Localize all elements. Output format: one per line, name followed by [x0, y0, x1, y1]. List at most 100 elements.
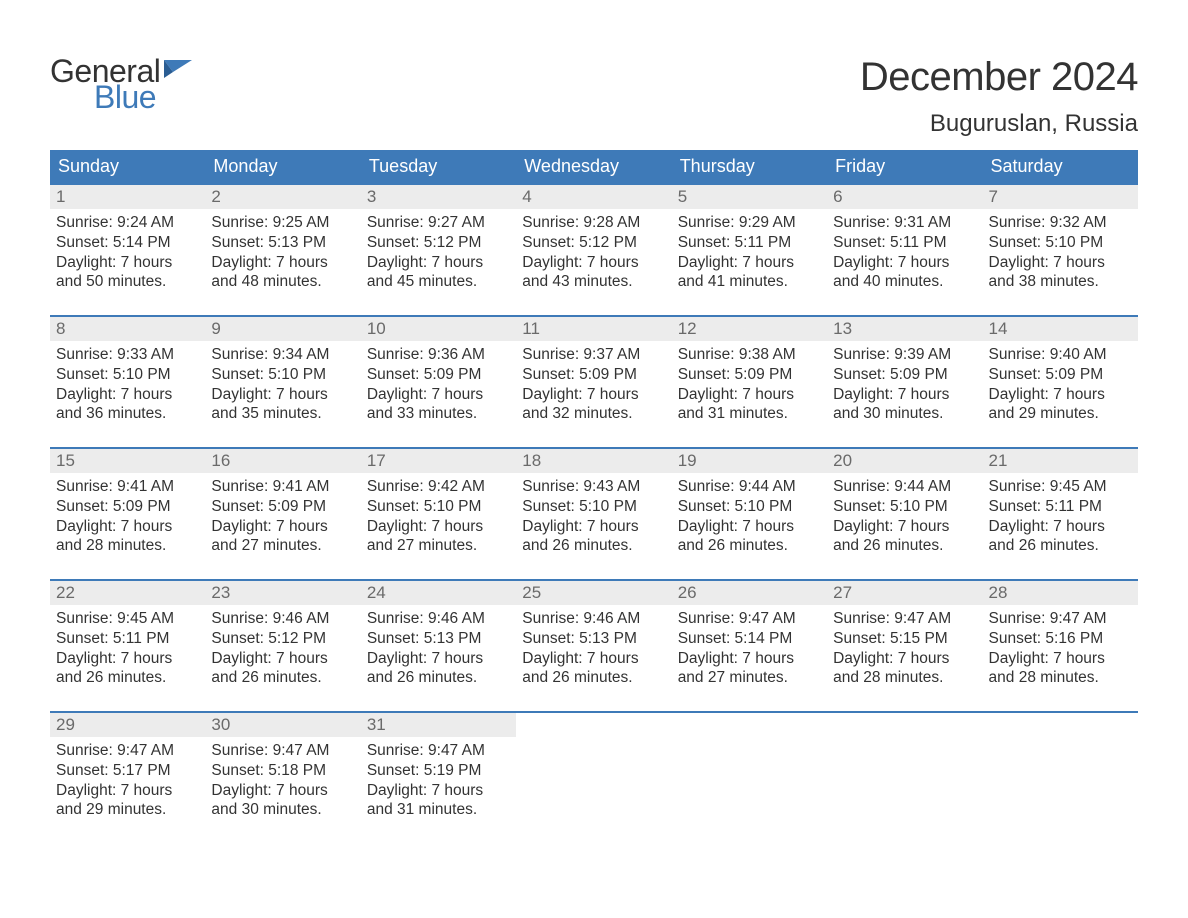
- day-cell: 21Sunrise: 9:45 AMSunset: 5:11 PMDayligh…: [983, 448, 1138, 580]
- daylight-line: Daylight: 7 hours and 28 minutes.: [56, 517, 199, 557]
- sunrise-line: Sunrise: 9:34 AM: [211, 345, 354, 365]
- day-number: 7: [983, 185, 1138, 209]
- day-cell: 20Sunrise: 9:44 AMSunset: 5:10 PMDayligh…: [827, 448, 982, 580]
- col-monday: Monday: [205, 150, 360, 184]
- sunset-line: Sunset: 5:09 PM: [833, 365, 976, 385]
- sunset-line: Sunset: 5:13 PM: [211, 233, 354, 253]
- daylight-line: Daylight: 7 hours and 26 minutes.: [833, 517, 976, 557]
- sunrise-line: Sunrise: 9:47 AM: [56, 741, 199, 761]
- calendar-table: Sunday Monday Tuesday Wednesday Thursday…: [50, 150, 1138, 844]
- daylight-line: Daylight: 7 hours and 29 minutes.: [989, 385, 1132, 425]
- day-number: 4: [516, 185, 671, 209]
- col-thursday: Thursday: [672, 150, 827, 184]
- sunrise-line: Sunrise: 9:44 AM: [833, 477, 976, 497]
- day-body: Sunrise: 9:44 AMSunset: 5:10 PMDaylight:…: [827, 473, 982, 564]
- day-number: 3: [361, 185, 516, 209]
- day-cell: 7Sunrise: 9:32 AMSunset: 5:10 PMDaylight…: [983, 184, 1138, 316]
- day-number: 14: [983, 317, 1138, 341]
- daylight-line: Daylight: 7 hours and 40 minutes.: [833, 253, 976, 293]
- col-sunday: Sunday: [50, 150, 205, 184]
- sunrise-line: Sunrise: 9:41 AM: [211, 477, 354, 497]
- sunrise-line: Sunrise: 9:38 AM: [678, 345, 821, 365]
- week-row: 15Sunrise: 9:41 AMSunset: 5:09 PMDayligh…: [50, 448, 1138, 580]
- day-cell: 13Sunrise: 9:39 AMSunset: 5:09 PMDayligh…: [827, 316, 982, 448]
- title-block: December 2024 Buguruslan, Russia: [860, 55, 1138, 138]
- sunset-line: Sunset: 5:10 PM: [211, 365, 354, 385]
- daylight-line: Daylight: 7 hours and 30 minutes.: [211, 781, 354, 821]
- col-friday: Friday: [827, 150, 982, 184]
- sunrise-line: Sunrise: 9:40 AM: [989, 345, 1132, 365]
- sunset-line: Sunset: 5:12 PM: [522, 233, 665, 253]
- day-body: Sunrise: 9:36 AMSunset: 5:09 PMDaylight:…: [361, 341, 516, 432]
- day-cell: 30Sunrise: 9:47 AMSunset: 5:18 PMDayligh…: [205, 712, 360, 844]
- day-body: Sunrise: 9:46 AMSunset: 5:13 PMDaylight:…: [516, 605, 671, 696]
- day-number: 21: [983, 449, 1138, 473]
- day-cell: ..: [516, 712, 671, 844]
- sunrise-line: Sunrise: 9:47 AM: [367, 741, 510, 761]
- sunset-line: Sunset: 5:09 PM: [367, 365, 510, 385]
- day-number: 26: [672, 581, 827, 605]
- sunset-line: Sunset: 5:13 PM: [522, 629, 665, 649]
- sunrise-line: Sunrise: 9:47 AM: [211, 741, 354, 761]
- sunset-line: Sunset: 5:09 PM: [56, 497, 199, 517]
- day-cell: 12Sunrise: 9:38 AMSunset: 5:09 PMDayligh…: [672, 316, 827, 448]
- day-cell: 28Sunrise: 9:47 AMSunset: 5:16 PMDayligh…: [983, 580, 1138, 712]
- sunset-line: Sunset: 5:16 PM: [989, 629, 1132, 649]
- day-body: Sunrise: 9:46 AMSunset: 5:13 PMDaylight:…: [361, 605, 516, 696]
- sunrise-line: Sunrise: 9:28 AM: [522, 213, 665, 233]
- day-number: 28: [983, 581, 1138, 605]
- day-body: Sunrise: 9:31 AMSunset: 5:11 PMDaylight:…: [827, 209, 982, 300]
- col-saturday: Saturday: [983, 150, 1138, 184]
- day-cell: 25Sunrise: 9:46 AMSunset: 5:13 PMDayligh…: [516, 580, 671, 712]
- header: General Blue December 2024 Buguruslan, R…: [50, 55, 1138, 138]
- sunset-line: Sunset: 5:14 PM: [56, 233, 199, 253]
- location: Buguruslan, Russia: [860, 110, 1138, 138]
- day-number: 29: [50, 713, 205, 737]
- day-body: Sunrise: 9:24 AMSunset: 5:14 PMDaylight:…: [50, 209, 205, 300]
- sunrise-line: Sunrise: 9:32 AM: [989, 213, 1132, 233]
- daylight-line: Daylight: 7 hours and 41 minutes.: [678, 253, 821, 293]
- daylight-line: Daylight: 7 hours and 27 minutes.: [678, 649, 821, 689]
- week-row: 8Sunrise: 9:33 AMSunset: 5:10 PMDaylight…: [50, 316, 1138, 448]
- day-cell: 22Sunrise: 9:45 AMSunset: 5:11 PMDayligh…: [50, 580, 205, 712]
- day-number: 13: [827, 317, 982, 341]
- day-number: 2: [205, 185, 360, 209]
- logo: General Blue: [50, 55, 194, 113]
- day-number: 15: [50, 449, 205, 473]
- sunrise-line: Sunrise: 9:24 AM: [56, 213, 199, 233]
- day-cell: 18Sunrise: 9:43 AMSunset: 5:10 PMDayligh…: [516, 448, 671, 580]
- day-number: 30: [205, 713, 360, 737]
- sunrise-line: Sunrise: 9:47 AM: [678, 609, 821, 629]
- day-cell: 24Sunrise: 9:46 AMSunset: 5:13 PMDayligh…: [361, 580, 516, 712]
- sunrise-line: Sunrise: 9:44 AM: [678, 477, 821, 497]
- day-cell: 23Sunrise: 9:46 AMSunset: 5:12 PMDayligh…: [205, 580, 360, 712]
- daylight-line: Daylight: 7 hours and 27 minutes.: [367, 517, 510, 557]
- daylight-line: Daylight: 7 hours and 48 minutes.: [211, 253, 354, 293]
- daylight-line: Daylight: 7 hours and 26 minutes.: [522, 649, 665, 689]
- sunset-line: Sunset: 5:09 PM: [678, 365, 821, 385]
- day-number: 31: [361, 713, 516, 737]
- day-number: 24: [361, 581, 516, 605]
- day-body: Sunrise: 9:46 AMSunset: 5:12 PMDaylight:…: [205, 605, 360, 696]
- daylight-line: Daylight: 7 hours and 28 minutes.: [989, 649, 1132, 689]
- sunrise-line: Sunrise: 9:46 AM: [211, 609, 354, 629]
- day-cell: 1Sunrise: 9:24 AMSunset: 5:14 PMDaylight…: [50, 184, 205, 316]
- day-cell: 29Sunrise: 9:47 AMSunset: 5:17 PMDayligh…: [50, 712, 205, 844]
- sunset-line: Sunset: 5:12 PM: [211, 629, 354, 649]
- sunset-line: Sunset: 5:14 PM: [678, 629, 821, 649]
- daylight-line: Daylight: 7 hours and 30 minutes.: [833, 385, 976, 425]
- day-body: Sunrise: 9:41 AMSunset: 5:09 PMDaylight:…: [205, 473, 360, 564]
- daylight-line: Daylight: 7 hours and 29 minutes.: [56, 781, 199, 821]
- day-cell: 9Sunrise: 9:34 AMSunset: 5:10 PMDaylight…: [205, 316, 360, 448]
- day-number: 1: [50, 185, 205, 209]
- day-body: Sunrise: 9:47 AMSunset: 5:19 PMDaylight:…: [361, 737, 516, 828]
- sunset-line: Sunset: 5:09 PM: [522, 365, 665, 385]
- day-number: 16: [205, 449, 360, 473]
- day-body: Sunrise: 9:44 AMSunset: 5:10 PMDaylight:…: [672, 473, 827, 564]
- month-title: December 2024: [860, 55, 1138, 100]
- daylight-line: Daylight: 7 hours and 26 minutes.: [211, 649, 354, 689]
- daylight-line: Daylight: 7 hours and 26 minutes.: [678, 517, 821, 557]
- day-number: 8: [50, 317, 205, 341]
- day-cell: ..: [827, 712, 982, 844]
- sunset-line: Sunset: 5:09 PM: [211, 497, 354, 517]
